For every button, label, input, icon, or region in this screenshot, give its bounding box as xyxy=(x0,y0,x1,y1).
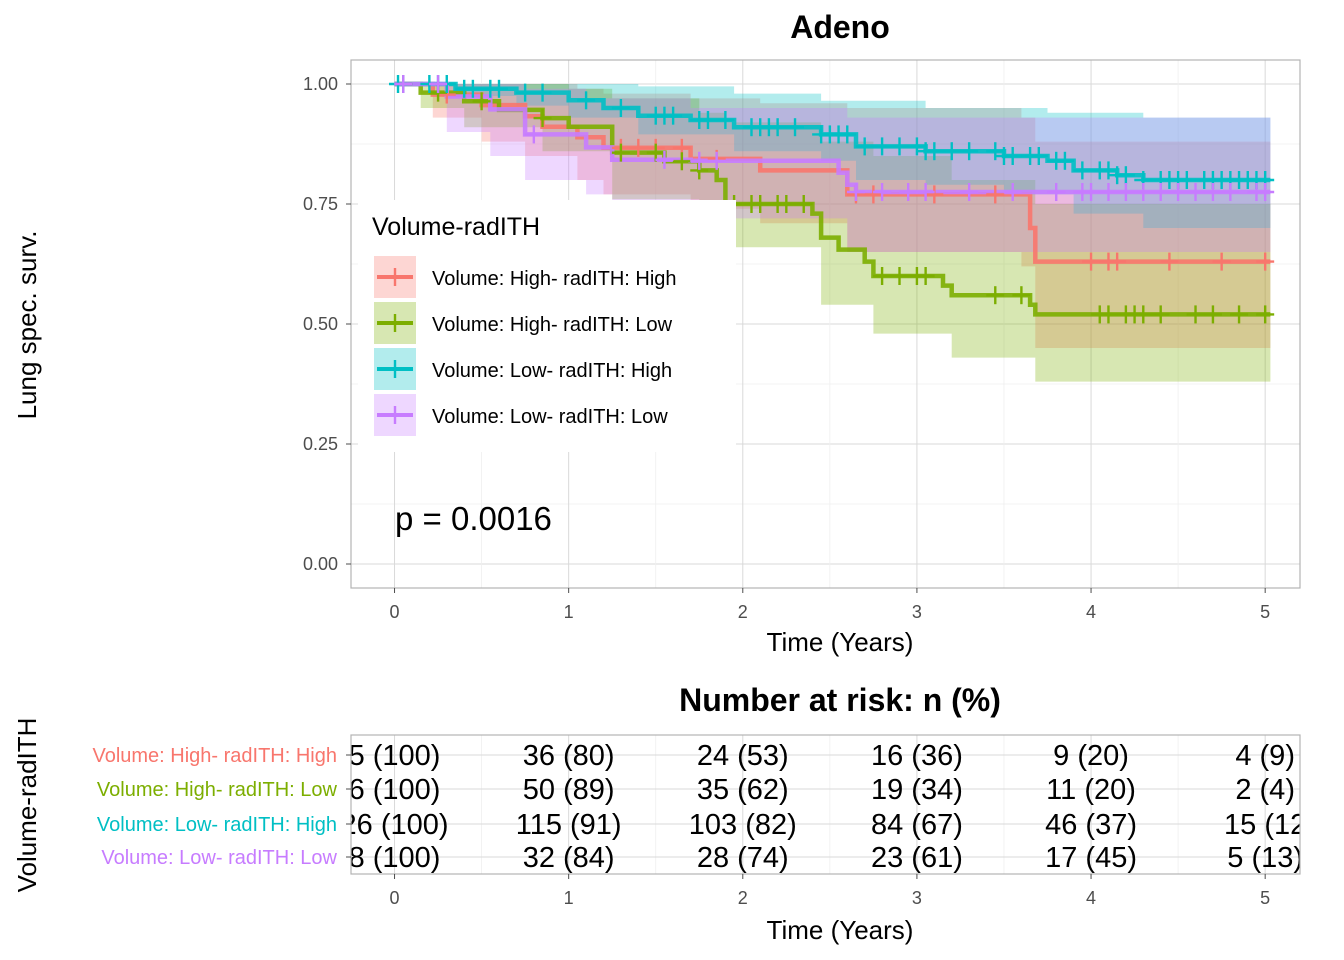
risk-row-label: Volume: High- radITH: Low xyxy=(97,779,338,801)
risk-row-labels: Volume: High- radITH: High Volume: High- … xyxy=(92,745,351,869)
risk-cell: 46 (37) xyxy=(1045,809,1137,841)
risk-x-tick-label: 2 xyxy=(738,888,748,908)
risk-x-tick-label: 5 xyxy=(1260,888,1270,908)
risk-cell: 26 (100) xyxy=(341,809,449,841)
legend-label: Volume: Low- radITH: High xyxy=(432,360,672,382)
y-tick-label: 0.00 xyxy=(303,554,338,574)
risk-row-label: Volume: High- radITH: High xyxy=(92,745,337,767)
x-tick-label: 2 xyxy=(738,602,748,622)
risk-cell: 6 (100) xyxy=(349,774,441,806)
y-tick-label: 0.50 xyxy=(303,314,338,334)
risk-cell: 36 (80) xyxy=(523,740,615,772)
risk-cell: 15 (12 xyxy=(1224,809,1306,841)
risk-row-label: Volume: Low- radITH: High xyxy=(97,814,337,836)
risk-cell: 16 (36) xyxy=(871,740,963,772)
x-tick-label: 3 xyxy=(912,602,922,622)
risk-cell: 5 (100) xyxy=(349,740,441,772)
risk-cell: 11 (20) xyxy=(1046,774,1136,806)
risk-cell: 32 (84) xyxy=(523,842,615,874)
risk-cells: 5 (100) 36 (80) 24 (53) 16 (36) 9 (20) 4 (9) 6… xyxy=(341,740,1306,874)
risk-cell: 2 (4) xyxy=(1235,774,1295,806)
legend-items: Volume: High- radITH: High Volume: High- … xyxy=(374,256,677,436)
risk-row-label: Volume: Low- radITH: Low xyxy=(101,847,337,869)
risk-x-tick-label: 0 xyxy=(390,888,400,908)
x-axis-ticks: 0 1 2 3 4 5 xyxy=(390,588,1270,622)
risk-table: Number at risk: n (%) 5 (100) 36 (80) 24 (… xyxy=(12,682,1306,945)
risk-cell: 35 (62) xyxy=(697,774,789,806)
x-axis-title: Time (Years) xyxy=(767,627,914,657)
censor-marks xyxy=(389,75,1275,324)
survival-plot: Adeno 0.00 0.25 0.50 0.75 1.00 0 1 2 3 4 5 Time (… xyxy=(12,9,1301,657)
risk-x-axis-ticks: 0 1 2 3 4 5 xyxy=(390,874,1270,908)
x-tick-label: 1 xyxy=(564,602,574,622)
risk-cell: 9 (20) xyxy=(1053,740,1129,772)
legend-title: Volume-radITH xyxy=(372,213,540,241)
risk-cell: 24 (53) xyxy=(697,740,789,772)
risk-grid xyxy=(351,735,1300,874)
legend-label: Volume: Low- radITH: Low xyxy=(432,406,668,428)
y-tick-label: 0.25 xyxy=(303,434,338,454)
plot-title: Adeno xyxy=(790,9,890,45)
risk-x-axis-title: Time (Years) xyxy=(767,915,914,945)
x-tick-label: 4 xyxy=(1086,602,1096,622)
risk-panel-background xyxy=(351,735,1300,874)
risk-cell: 28 (74) xyxy=(697,842,789,874)
risk-x-tick-label: 3 xyxy=(912,888,922,908)
risk-table-title: Number at risk: n (%) xyxy=(679,682,1001,718)
risk-cell: 84 (67) xyxy=(871,809,963,841)
risk-cell: 103 (82) xyxy=(689,809,797,841)
y-axis-title: Lung spec. surv. xyxy=(12,231,42,420)
risk-x-tick-label: 1 xyxy=(564,888,574,908)
legend-label: Volume: High- radITH: High xyxy=(432,268,677,290)
risk-cell: 115 (91) xyxy=(516,809,622,841)
risk-cell: 23 (61) xyxy=(871,842,963,874)
legend-label: Volume: High- radITH: Low xyxy=(432,314,673,336)
risk-cell: 8 (100) xyxy=(349,842,441,874)
risk-cell: 19 (34) xyxy=(871,774,963,806)
x-tick-label: 5 xyxy=(1260,602,1270,622)
risk-cell: 4 (9) xyxy=(1235,740,1295,772)
risk-cell: 17 (45) xyxy=(1045,842,1137,874)
legend-background xyxy=(358,200,736,452)
p-value-annotation: p = 0.0016 xyxy=(395,500,552,537)
y-tick-label: 0.75 xyxy=(303,194,338,214)
legend: Volume-radITH Volume: High- radITH: High… xyxy=(358,200,736,452)
y-axis-ticks: 0.00 0.25 0.50 0.75 1.00 xyxy=(303,74,351,574)
risk-cell: 50 (89) xyxy=(523,774,615,806)
risk-panel-border xyxy=(350,734,1301,875)
x-tick-label: 0 xyxy=(390,602,400,622)
risk-x-tick-label: 4 xyxy=(1086,888,1096,908)
risk-y-axis-title: Volume-radITH xyxy=(12,718,42,893)
y-tick-label: 1.00 xyxy=(303,74,338,94)
risk-cell: 5 (13) xyxy=(1227,842,1303,874)
